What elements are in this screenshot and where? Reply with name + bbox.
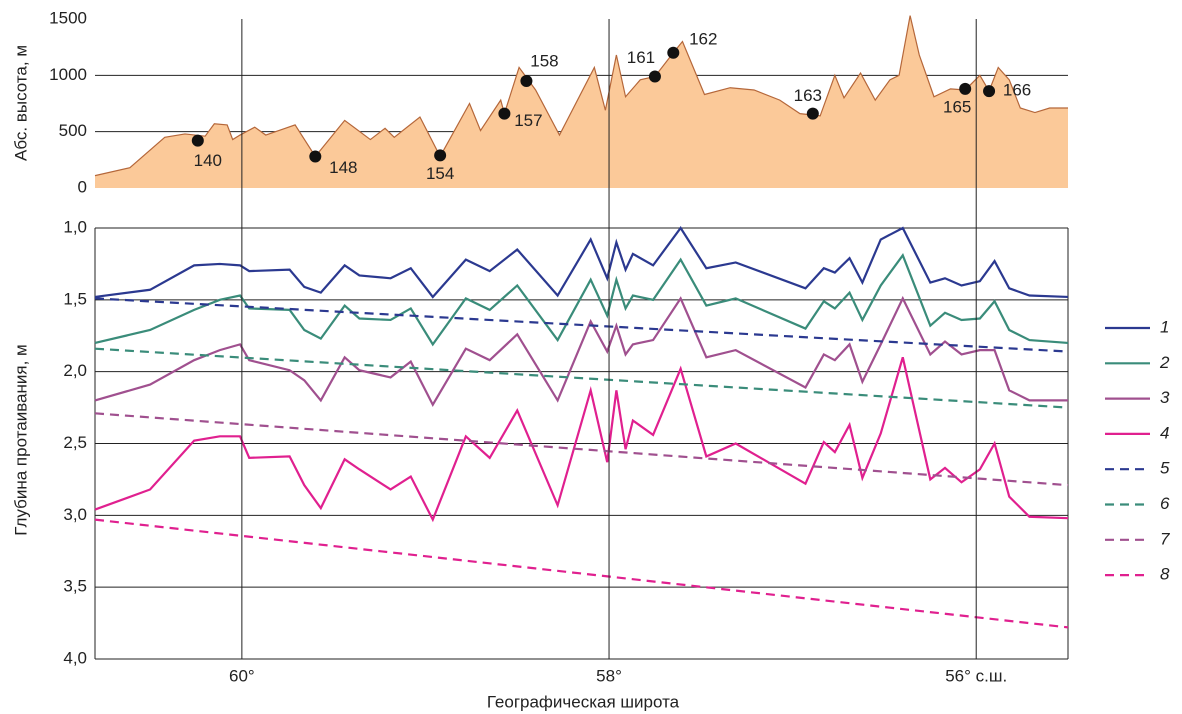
y-tick-label: 1500 [49,8,87,27]
legend-label: 6 [1160,494,1170,513]
station-marker [191,134,204,147]
station-label: 140 [194,151,222,170]
station-label: 148 [329,158,357,177]
station-label: 162 [689,29,717,48]
series-line [94,356,1069,523]
y-tick-label: 1,5 [63,289,87,308]
station-marker [498,107,511,120]
legend-label: 8 [1160,565,1170,584]
x-axis-label: Географическая широта [487,692,680,711]
station-marker [434,149,447,162]
series-line [94,412,1069,487]
y-tick-label: 500 [59,121,87,140]
station-marker [667,46,680,59]
y-tick-label: 1000 [49,65,87,84]
elevation-line [94,15,1068,177]
legend-label: 2 [1159,353,1170,372]
y-tick-label: 2,5 [63,433,87,452]
station-marker [983,85,996,98]
series-line [94,297,1069,353]
series-line [94,253,1069,347]
station-label: 154 [426,164,454,183]
y-tick-label: 4,0 [63,648,87,667]
station-label: 165 [943,97,971,116]
x-tick-label: 60° [229,666,255,685]
station-marker [648,70,661,83]
station-label: 163 [794,86,822,105]
y-tick-label: 3,5 [63,577,87,596]
series-line [94,347,1069,409]
x-tick-label: 58° [596,666,622,685]
y-tick-label: 1,0 [63,217,87,236]
station-marker [806,107,819,120]
station-marker [520,74,533,87]
station-label: 157 [514,111,542,130]
y-axis-label: Глубина протаивания, м [11,344,30,535]
elevation-area [95,15,1068,189]
series-line [94,518,1069,629]
y-tick-label: 2,0 [63,361,87,380]
legend-label: 1 [1160,317,1169,336]
station-marker [309,150,322,163]
station-label: 166 [1003,81,1031,100]
legend-label: 4 [1160,423,1169,442]
y-axis-label: Абс. высота, м [11,45,30,161]
legend-label: 3 [1160,388,1170,407]
series-line [94,226,1069,299]
y-tick-label: 3,0 [63,505,87,524]
legend-label: 7 [1160,529,1170,548]
x-tick-label: 56° с.ш. [945,666,1007,685]
y-tick-label: 0 [78,177,87,196]
station-label: 158 [530,51,558,70]
station-marker [959,82,972,95]
station-label: 161 [627,48,655,67]
series-line [94,295,1068,407]
legend-label: 5 [1160,459,1170,478]
